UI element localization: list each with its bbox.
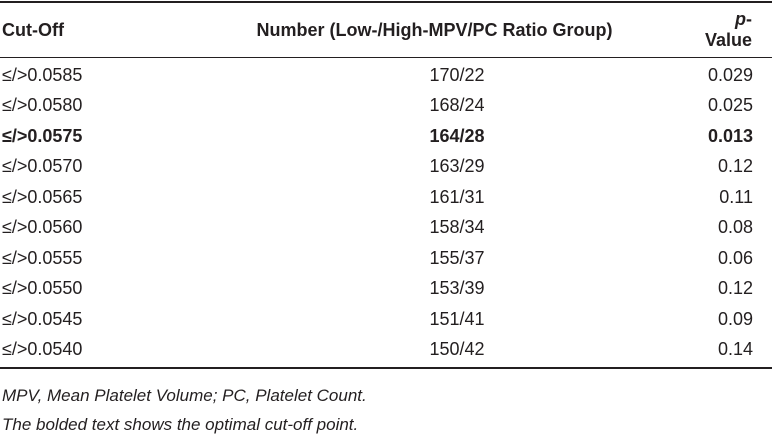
cell-number: 158/34: [429, 217, 485, 238]
cell-pvalue: 0.029: [707, 64, 753, 85]
cell-number: 150/42: [429, 339, 485, 360]
cell-pvalue: 0.12: [717, 156, 753, 177]
table-row: ≤/>0.0585 170/22 0.029: [0, 60, 772, 91]
cell-pvalue: 0.025: [707, 95, 753, 116]
table-row: ≤/>0.0560 158/34 0.08: [0, 213, 772, 244]
cell-pvalue: 0.12: [717, 278, 753, 299]
cell-cutoff: ≤/>0.0570: [2, 156, 83, 177]
bold-explanation-note: The bolded text shows the optimal cut-of…: [2, 415, 359, 434]
table-row: ≤/>0.0575 164/28 0.013: [0, 121, 772, 152]
header-pvalue-italic: p: [735, 9, 746, 29]
cell-pvalue: 0.11: [719, 186, 753, 207]
header-number: Number (Low-/High-MPV/PC Ratio Group): [256, 19, 613, 40]
cell-number: 170/22: [429, 64, 485, 85]
header-pvalue-suffix: -Value: [704, 9, 752, 50]
table-row: ≤/>0.0540 150/42 0.14: [0, 335, 772, 366]
cell-number: 164/28: [429, 125, 485, 146]
cell-cutoff: ≤/>0.0585: [2, 64, 83, 85]
table-notes: MPV, Mean Platelet Volume; PC, Platelet …: [0, 369, 772, 439]
bottom-rule: [0, 367, 772, 369]
cell-number: 168/24: [429, 95, 485, 116]
cell-cutoff: ≤/>0.0565: [2, 186, 83, 207]
cell-pvalue: 0.06: [717, 247, 753, 268]
cell-pvalue: 0.08: [717, 217, 753, 238]
cell-cutoff: ≤/>0.0580: [2, 95, 83, 116]
cell-cutoff: ≤/>0.0555: [2, 247, 83, 268]
cell-pvalue: 0.09: [717, 308, 753, 329]
cell-pvalue: 0.14: [717, 339, 753, 360]
table-row: ≤/>0.0550 153/39 0.12: [0, 274, 772, 305]
abbreviations-note: MPV, Mean Platelet Volume; PC, Platelet …: [2, 386, 367, 405]
table-body: ≤/>0.0585 170/22 0.029 ≤/>0.0580 168/24 0.025…: [0, 58, 772, 367]
top-rule: [0, 1, 772, 3]
table-row: ≤/>0.0545 151/41 0.09: [0, 304, 772, 335]
cell-cutoff: ≤/>0.0540: [2, 339, 83, 360]
cell-cutoff: ≤/>0.0560: [2, 217, 83, 238]
cell-pvalue: 0.013: [707, 125, 753, 146]
cell-cutoff: ≤/>0.0550: [2, 278, 83, 299]
table-row: ≤/>0.0555 155/37 0.06: [0, 243, 772, 274]
cell-number: 153/39: [429, 278, 485, 299]
header-pvalue: p-Value: [697, 9, 772, 51]
cell-cutoff: ≤/>0.0575: [2, 125, 83, 146]
table-header-row: Cut-Off Number (Low-/High-MPV/PC Ratio G…: [0, 3, 772, 57]
cell-number: 163/29: [429, 156, 485, 177]
cell-cutoff: ≤/>0.0545: [2, 308, 83, 329]
header-rule: [0, 57, 772, 58]
table-row: ≤/>0.0580 168/24 0.025: [0, 91, 772, 122]
cell-number: 151/41: [429, 308, 485, 329]
table-row: ≤/>0.0565 161/31 0.11: [0, 182, 772, 213]
table-row: ≤/>0.0570 163/29 0.12: [0, 152, 772, 183]
cell-number: 161/31: [429, 186, 485, 207]
cell-number: 155/37: [429, 247, 485, 268]
header-cutoff: Cut-Off: [2, 19, 64, 40]
